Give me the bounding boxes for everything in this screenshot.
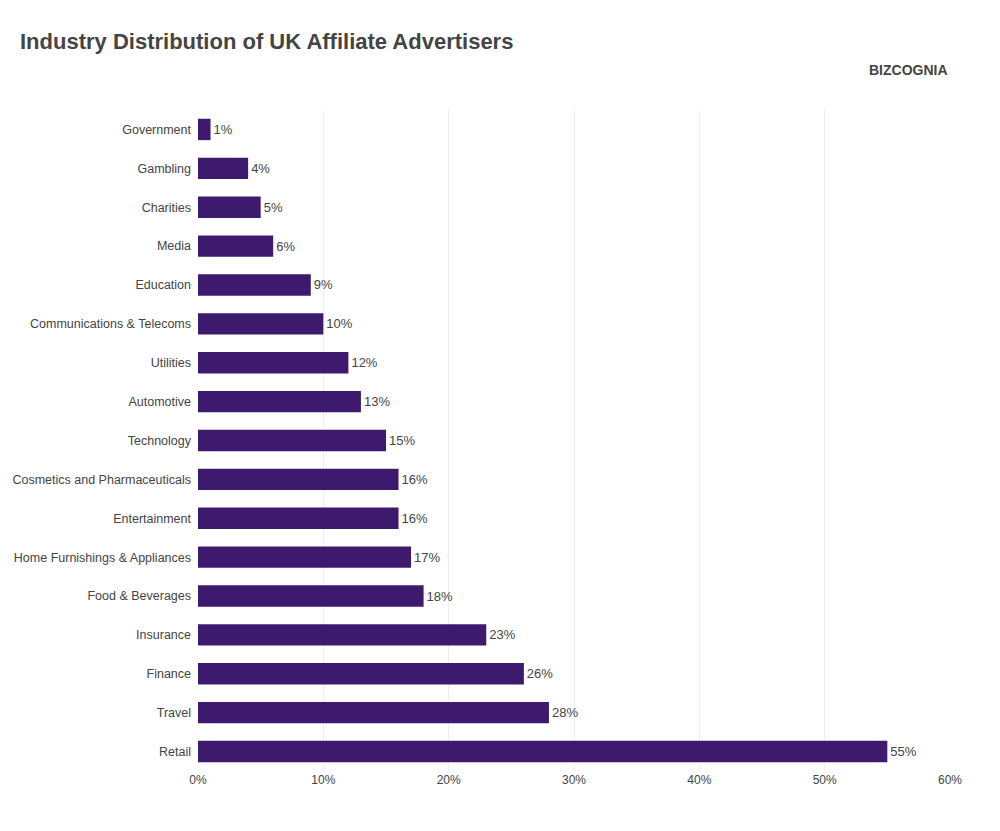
svg-text:Charities: Charities [142, 201, 191, 215]
svg-text:20%: 20% [437, 773, 461, 787]
svg-text:28%: 28% [552, 705, 578, 720]
svg-text:Gambling: Gambling [138, 162, 192, 176]
svg-text:30%: 30% [562, 773, 586, 787]
svg-text:4%: 4% [251, 161, 270, 176]
svg-text:10%: 10% [326, 316, 352, 331]
svg-text:Automotive: Automotive [128, 395, 191, 409]
svg-text:6%: 6% [276, 239, 295, 254]
svg-text:50%: 50% [813, 773, 837, 787]
svg-text:Insurance: Insurance [136, 628, 191, 642]
svg-text:18%: 18% [427, 589, 453, 604]
svg-text:0%: 0% [189, 773, 207, 787]
svg-text:Entertainment: Entertainment [113, 512, 191, 526]
svg-text:1%: 1% [214, 122, 233, 137]
svg-text:60%: 60% [938, 773, 962, 787]
svg-text:10%: 10% [311, 773, 335, 787]
svg-text:13%: 13% [364, 394, 390, 409]
svg-text:23%: 23% [489, 627, 515, 642]
svg-text:Communications & Telecoms: Communications & Telecoms [30, 317, 191, 331]
svg-text:16%: 16% [402, 511, 428, 526]
svg-text:Education: Education [135, 278, 191, 292]
svg-text:17%: 17% [414, 550, 440, 565]
svg-text:16%: 16% [402, 472, 428, 487]
svg-text:Travel: Travel [157, 706, 191, 720]
svg-text:Cosmetics and Pharmaceuticals: Cosmetics and Pharmaceuticals [12, 473, 191, 487]
svg-text:5%: 5% [264, 200, 283, 215]
svg-text:Technology: Technology [128, 434, 192, 448]
svg-text:Retail: Retail [159, 745, 191, 759]
svg-text:15%: 15% [389, 433, 415, 448]
svg-text:9%: 9% [314, 277, 333, 292]
svg-text:26%: 26% [527, 666, 553, 681]
svg-text:40%: 40% [687, 773, 711, 787]
svg-text:55%: 55% [890, 744, 916, 759]
svg-text:Government: Government [122, 123, 191, 137]
svg-text:BIZCOGNIA: BIZCOGNIA [869, 62, 948, 78]
svg-text:Food & Beverages: Food & Beverages [87, 589, 191, 603]
svg-text:Industry Distribution of UK Af: Industry Distribution of UK Affiliate Ad… [20, 29, 513, 54]
svg-text:Utilities: Utilities [151, 356, 191, 370]
svg-text:Media: Media [157, 239, 191, 253]
svg-text:12%: 12% [351, 355, 377, 370]
svg-text:Home Furnishings & Appliances: Home Furnishings & Appliances [14, 551, 191, 565]
svg-text:Finance: Finance [147, 667, 192, 681]
